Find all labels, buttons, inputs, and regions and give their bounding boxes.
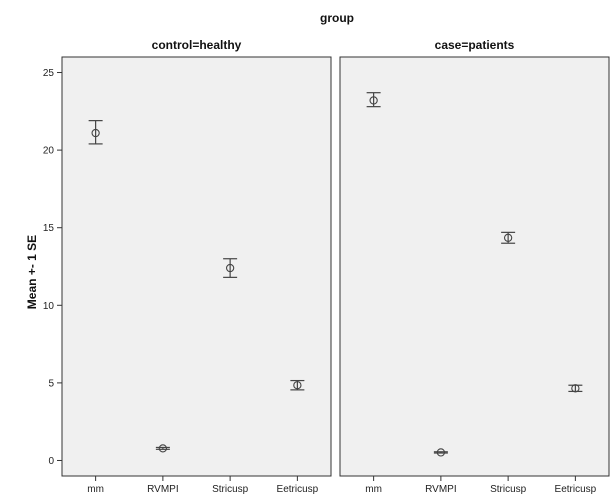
mean-point	[503, 233, 513, 242]
mean-point	[225, 263, 235, 273]
mean-point	[436, 448, 446, 457]
error-bar	[155, 444, 170, 453]
error-bar	[501, 231, 516, 244]
y-axis: 0 5 10 15 20 25	[43, 68, 62, 467]
error-bar	[223, 258, 238, 278]
chart-title: group	[320, 11, 354, 25]
mean-point	[91, 128, 100, 138]
y-tick-label: 25	[43, 68, 55, 79]
x-tick-label: Stricusp	[490, 484, 527, 495]
error-bar	[433, 448, 448, 457]
panel-title: control=healthy	[152, 38, 242, 52]
y-tick-label: 20	[43, 146, 55, 157]
x-tick-label: Stricusp	[212, 484, 249, 495]
error-bar	[88, 120, 103, 145]
x-tick-label: RVMPI	[147, 484, 179, 495]
y-axis-label: Mean +- 1 SE	[25, 235, 39, 309]
x-tick-label: Eetricusp	[555, 484, 597, 495]
mean-point	[369, 96, 378, 105]
y-tick-label: 10	[43, 301, 55, 312]
error-bar	[290, 379, 305, 391]
y-tick-label: 5	[48, 378, 54, 389]
error-bar	[366, 92, 381, 108]
x-tick-label: RVMPI	[425, 484, 457, 495]
x-tick-label: mm	[365, 484, 382, 495]
panel-title: case=patients	[435, 38, 515, 52]
y-tick-label: 0	[48, 456, 54, 467]
mean-point	[293, 381, 302, 390]
error-bar	[568, 384, 583, 393]
panel: case=patients mm RVMPI Stricusp Eetricusp	[339, 38, 610, 495]
x-tick-label: Eetricusp	[277, 484, 319, 495]
panel-background	[339, 56, 610, 477]
x-tick-label: mm	[87, 484, 104, 495]
y-tick-label: 15	[43, 223, 55, 234]
panel-background	[61, 56, 332, 477]
mean-point	[571, 384, 580, 393]
panel: control=healthy mm RVMPI Stricusp Eetricusp	[61, 38, 332, 495]
mean-point	[158, 444, 168, 453]
